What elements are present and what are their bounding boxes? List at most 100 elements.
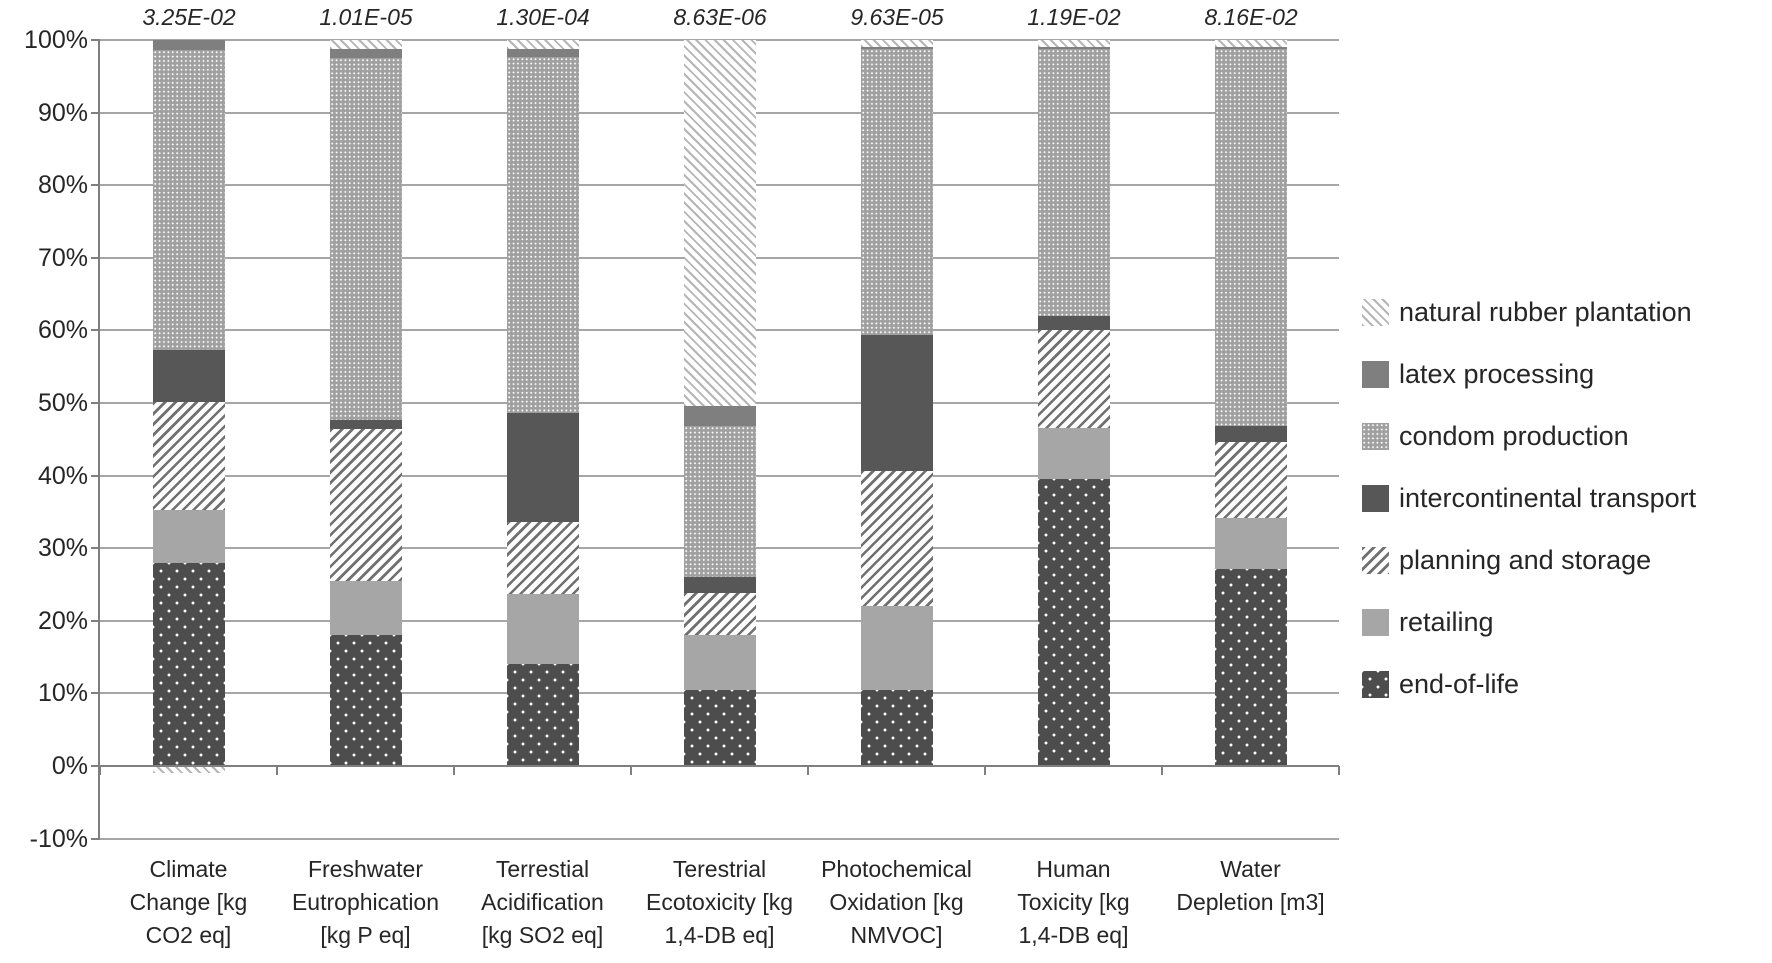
legend-swatch-latex — [1362, 360, 1389, 388]
y-axis-tick-label: -10% — [29, 824, 88, 853]
y-axis-tick-label: 50% — [37, 389, 88, 417]
bar-segment-planning — [860, 471, 933, 607]
legend-swatch-planning — [1362, 546, 1389, 574]
bar-segment-latex — [329, 48, 402, 59]
y-axis-tick-label: 40% — [37, 461, 88, 490]
bar-total-label: 9.63E-05 — [850, 4, 944, 30]
bar-segment-retail — [1214, 517, 1287, 569]
legend-swatch-rubber — [1362, 298, 1389, 326]
bar-segment-planning — [1037, 330, 1110, 429]
y-axis-line — [98, 39, 100, 840]
x-axis-tick — [276, 766, 278, 775]
bar-segment-latex — [860, 47, 933, 50]
bar-total-label: 8.63E-06 — [673, 4, 767, 30]
y-axis-tick-label: 100% — [24, 26, 88, 54]
gridline--10 — [100, 837, 1339, 840]
bar-segment-latex — [506, 48, 579, 58]
bar-segment-rubber — [329, 40, 402, 49]
bar-segment-eol — [329, 635, 402, 766]
bar-segment-planning — [683, 593, 756, 635]
x-axis-tick — [99, 766, 101, 775]
bar-segment-planning — [506, 522, 579, 594]
y-axis-tick-label: 60% — [37, 316, 88, 345]
bar-segment-latex — [1037, 47, 1110, 50]
y-axis-tick — [91, 402, 100, 404]
bar-segment-retail — [860, 606, 933, 690]
bar-segment-condom — [860, 49, 933, 335]
y-axis-tick-label: 10% — [37, 679, 88, 708]
bar-segment-transport — [1214, 426, 1287, 443]
y-axis-tick — [91, 765, 100, 767]
y-axis-tick — [91, 111, 100, 114]
legend-label: condom production — [1399, 420, 1629, 451]
bar-segment-transport — [1037, 315, 1110, 331]
bar-total-label: 1.01E-05 — [319, 4, 413, 30]
bar-segment-retail — [329, 580, 402, 636]
bar-segment-rubber — [1214, 40, 1287, 48]
legend-swatch-transport — [1362, 484, 1389, 512]
bar-total-label: 1.30E-04 — [496, 4, 590, 30]
x-axis-tick — [984, 766, 986, 775]
bar-segment-planning — [152, 401, 225, 510]
y-axis-tick-label: 90% — [37, 98, 88, 127]
legend-label: planning and storage — [1399, 544, 1652, 575]
y-axis-tick-label: 80% — [37, 171, 88, 200]
bar-segment-rubber — [860, 40, 933, 48]
y-axis-tick — [91, 184, 100, 187]
legend-swatch-eol — [1362, 670, 1389, 698]
bar-segment-planning — [329, 429, 402, 581]
bar-segment-eol — [1037, 479, 1110, 766]
y-axis-tick — [91, 619, 100, 622]
bar-segment-transport — [860, 334, 933, 472]
y-axis-tick — [91, 329, 100, 332]
bar-segment-transport — [683, 576, 756, 594]
bar-segment-latex — [1214, 47, 1287, 50]
bar-segment-retail — [152, 509, 225, 563]
bar-segment-condom — [683, 426, 756, 577]
x-axis-category-label: Water Depletion [m3] — [1176, 855, 1325, 915]
bar-segment-condom — [1037, 49, 1110, 316]
bar-segment-rubber — [506, 40, 579, 49]
legend-label: natural rubber plantation — [1399, 296, 1692, 327]
x-axis-category-label: Freshwater Eutrophication [kg P eq] — [291, 855, 440, 948]
legend-label: retailing — [1399, 606, 1494, 637]
bar-segment-eol — [860, 689, 933, 766]
legend-swatch-condom — [1362, 422, 1389, 450]
y-axis-tick — [91, 474, 100, 477]
x-axis-tick — [453, 766, 455, 775]
legend-item: retailing — [1362, 602, 1494, 642]
x-axis-tick — [1338, 766, 1340, 775]
y-axis-tick — [91, 837, 100, 840]
y-axis-tick — [91, 39, 100, 41]
legend-item: condom production — [1362, 416, 1629, 456]
legend-item: latex processing — [1362, 354, 1594, 394]
x-axis-category-label: Terestrial Ecotoxicity [kg 1,4-DB eq] — [646, 855, 793, 948]
bar-segment-condom — [506, 57, 579, 414]
bar-segment-condom — [1214, 49, 1287, 427]
x-axis-tick — [1161, 766, 1163, 775]
bar-segment-eol — [1214, 568, 1287, 766]
x-axis-tick — [807, 766, 809, 775]
legend-item: intercontinental transport — [1362, 478, 1696, 518]
legend-label: end-of-life — [1399, 668, 1520, 699]
bar-segment-planning — [1214, 442, 1287, 518]
bar-segment-eol — [683, 689, 756, 766]
y-axis-tick — [91, 256, 100, 259]
legend-label: intercontinental transport — [1399, 482, 1697, 513]
y-axis-tick — [91, 692, 100, 695]
bar-total-label: 8.16E-02 — [1204, 4, 1298, 30]
x-axis-category-label: Human Toxicity [kg 1,4-DB eq] — [1017, 855, 1130, 948]
bar-total-label: 3.25E-02 — [142, 4, 236, 30]
bar-segment-rubber — [152, 766, 225, 774]
bar-segment-eol — [506, 664, 579, 766]
x-axis-line — [98, 765, 1339, 767]
bar-segment-latex — [152, 40, 225, 51]
x-axis-category-label: Climate Change [kg CO2 eq] — [129, 855, 248, 948]
bar-segment-retail — [506, 593, 579, 665]
x-axis-category-label: Terrestial Acidification [kg SO2 eq] — [481, 855, 604, 948]
legend-item: end-of-life — [1362, 664, 1519, 704]
legend-item: planning and storage — [1362, 540, 1651, 580]
bar-total-label: 1.19E-02 — [1027, 4, 1121, 30]
bar-segment-condom — [329, 58, 402, 420]
bar-segment-transport — [152, 350, 225, 402]
